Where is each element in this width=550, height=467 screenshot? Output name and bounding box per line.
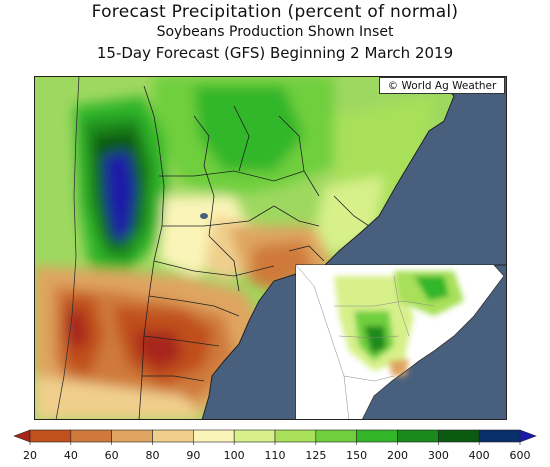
map-frame	[34, 76, 507, 420]
scale-label: 110	[265, 449, 286, 462]
scale-swatch	[356, 429, 398, 443]
scale-label: 40	[64, 449, 78, 462]
forecast-period: 15-Day Forecast (GFS) Beginning 2 March …	[96, 44, 454, 62]
precipitation-map	[34, 76, 507, 420]
scale-label: 60	[105, 449, 119, 462]
scale-swatch	[315, 429, 357, 443]
scale-label: 150	[346, 449, 367, 462]
scale-swatch	[193, 429, 235, 443]
scale-arrow-high	[519, 429, 537, 443]
scale-swatch	[233, 429, 276, 443]
soybean-inset	[295, 264, 507, 420]
scale-label: 90	[186, 449, 200, 462]
scale-swatch	[478, 429, 521, 443]
precipitation-color-scale: 20 40 60 80 90 100 110 125 150 200 300 400 600	[13, 429, 537, 462]
scale-swatch	[70, 429, 112, 443]
map-subtitle: Soybeans Production Shown Inset	[156, 24, 394, 40]
province-boundaries	[138, 85, 370, 420]
scale-label: 400	[469, 449, 490, 462]
scale-swatch	[397, 429, 439, 443]
scale-swatch	[111, 429, 153, 443]
scale-swatch	[274, 429, 317, 443]
map-title: Forecast Precipitation (percent of norma…	[91, 2, 459, 22]
scale-label: 100	[224, 449, 245, 462]
scale-swatch	[29, 429, 72, 443]
scale-label: 80	[146, 449, 160, 462]
scale-arrow-low	[13, 429, 31, 443]
scale-label: 300	[428, 449, 449, 462]
scale-label: 20	[23, 449, 37, 462]
credit-label: © World Ag Weather	[379, 77, 505, 94]
scale-label: 200	[387, 449, 408, 462]
pacific-coastline	[55, 76, 80, 420]
scale-label: 125	[305, 449, 326, 462]
scale-swatch	[152, 429, 194, 443]
scale-label: 600	[510, 449, 531, 462]
lake	[200, 213, 208, 219]
scale-swatch	[438, 429, 480, 443]
